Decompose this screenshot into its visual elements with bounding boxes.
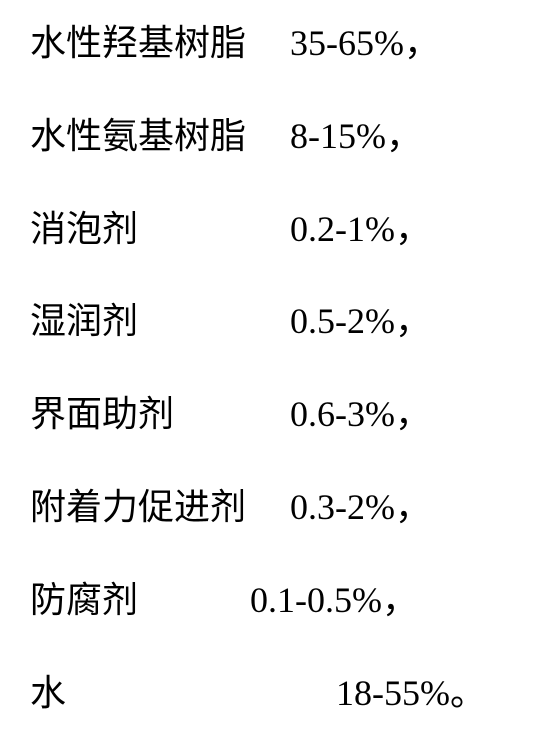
ingredient-value: 0.2-1%， xyxy=(290,206,506,253)
ingredient-value: 8-15%， xyxy=(290,113,506,160)
ingredient-label: 水性氨基树脂 xyxy=(30,113,290,160)
ingredient-value: 35-65%， xyxy=(290,20,506,67)
ingredient-value: 0.5-2%， xyxy=(290,298,506,345)
table-row: 水 18-55%。 xyxy=(30,670,506,717)
ingredient-value: 0.3-2%， xyxy=(290,484,506,531)
ingredient-label: 水性羟基树脂 xyxy=(30,20,290,67)
ingredient-label: 界面助剂 xyxy=(30,391,290,438)
table-row: 消泡剂 0.2-1%， xyxy=(30,206,506,253)
ingredient-label: 湿润剂 xyxy=(30,298,290,345)
ingredient-label: 防腐剂 xyxy=(30,577,250,624)
table-row: 附着力促进剂 0.3-2%， xyxy=(30,484,506,531)
table-row: 防腐剂 0.1-0.5%， xyxy=(30,577,506,624)
table-row: 水性羟基树脂 35-65%， xyxy=(30,20,506,67)
table-row: 水性氨基树脂 8-15%， xyxy=(30,113,506,160)
ingredient-value: 18-55%。 xyxy=(290,670,506,717)
ingredient-label: 消泡剂 xyxy=(30,206,290,253)
ingredient-label: 附着力促进剂 xyxy=(30,484,290,531)
ingredient-value: 0.1-0.5%， xyxy=(250,577,506,624)
ingredient-value: 0.6-3%， xyxy=(290,391,506,438)
table-row: 界面助剂 0.6-3%， xyxy=(30,391,506,438)
ingredient-label: 水 xyxy=(30,670,290,717)
table-row: 湿润剂 0.5-2%， xyxy=(30,298,506,345)
composition-table: 水性羟基树脂 35-65%， 水性氨基树脂 8-15%， 消泡剂 0.2-1%，… xyxy=(0,0,536,736)
